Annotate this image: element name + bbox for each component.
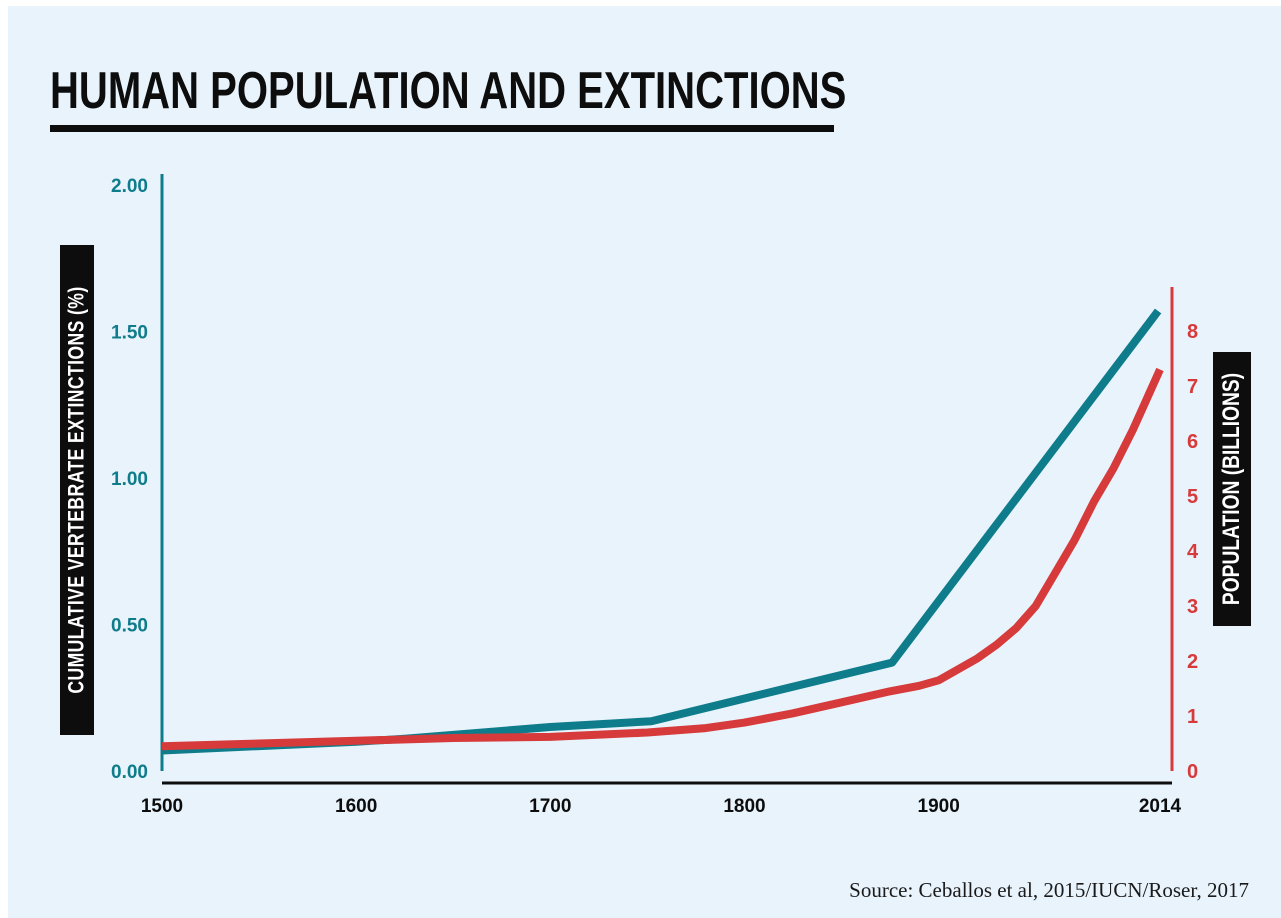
right-y-tick-label: 5 — [1187, 486, 1198, 508]
x-tick-label: 2014 — [1139, 796, 1182, 817]
chart-panel — [8, 6, 1281, 918]
x-tick-label: 1600 — [335, 796, 377, 817]
right-y-tick-label: 4 — [1187, 541, 1199, 563]
left-y-tick-label: 1.00 — [111, 469, 148, 490]
right-y-tick-label: 6 — [1187, 431, 1198, 453]
series-lines — [161, 308, 1164, 755]
left-y-tick-label: 2.00 — [111, 176, 148, 197]
right-y-tick-label: 1 — [1187, 706, 1198, 728]
x-tick-label: 1500 — [141, 796, 183, 817]
right-y-tick-label: 0 — [1187, 761, 1198, 783]
right-y-tick-label: 8 — [1187, 321, 1198, 343]
population-line — [161, 367, 1164, 751]
right-y-tick-label: 7 — [1187, 376, 1198, 398]
right-y-tick-label: 2 — [1187, 651, 1198, 673]
left-y-tick-label: 0.50 — [111, 616, 148, 637]
tick-labels: 1500 1600 1700 1800 1900 20140.000.501.001.50… — [111, 176, 1199, 817]
left-y-tick-label: 1.50 — [111, 323, 148, 344]
left-y-tick-label: 0.00 — [111, 762, 148, 783]
right-axis-label-box: POPULATION (BILLIONS) — [1213, 352, 1251, 626]
x-tick-label: 1900 — [918, 796, 960, 817]
x-tick-label: 1800 — [723, 796, 765, 817]
extinctions-line — [161, 308, 1162, 755]
title-underline — [50, 125, 834, 132]
source-note: Source: Ceballos et al, 2015/IUCN/Roser,… — [849, 878, 1249, 902]
right-y-tick-label: 3 — [1187, 596, 1198, 618]
x-tick-label: 1700 — [529, 796, 571, 817]
axes — [160, 174, 1174, 785]
left-axis-label-box: CUMULATIVE VERTEBRATE EXTINCTIONS (%) — [60, 245, 94, 735]
